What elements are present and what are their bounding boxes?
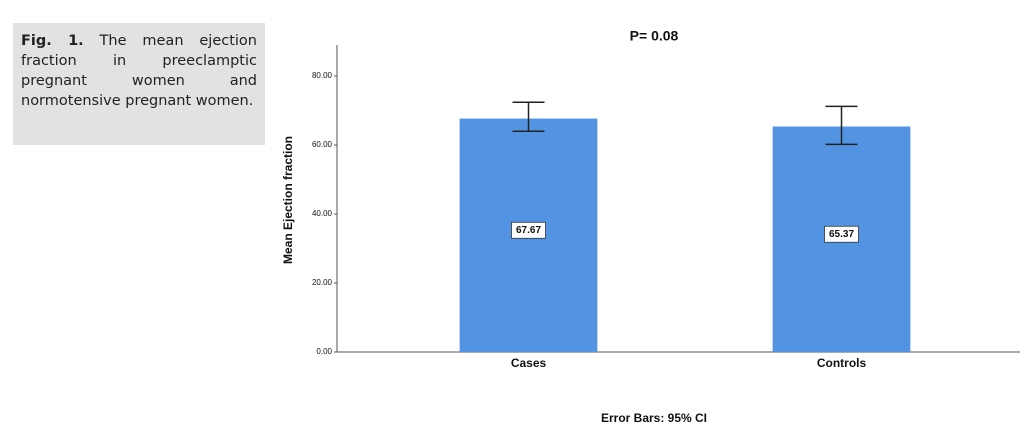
y-tick-label: 0.00	[316, 347, 332, 356]
y-axis-label: Mean Ejection fraction	[281, 136, 295, 264]
y-tick-label: 40.00	[312, 209, 333, 218]
x-tick-label: Cases	[511, 356, 547, 370]
y-tick-label: 20.00	[312, 278, 333, 287]
chart-title: P= 0.08	[630, 28, 679, 44]
caption-text: The mean ejection fraction in preeclampt…	[21, 33, 257, 109]
caption: Fig. 1. The mean ejection fraction in pr…	[13, 23, 265, 145]
value-label: 65.37	[829, 229, 854, 240]
caption-label: Fig. 1.	[21, 33, 84, 49]
note: Error Bars: 95% CI	[601, 411, 707, 425]
y-tick-label: 80.00	[312, 71, 333, 80]
x-tick-label: Controls	[817, 356, 867, 370]
value-label: 67.67	[516, 225, 541, 236]
y-tick-label: 60.00	[312, 140, 333, 149]
value-label-box	[824, 225, 859, 243]
value-label-box	[511, 221, 546, 239]
